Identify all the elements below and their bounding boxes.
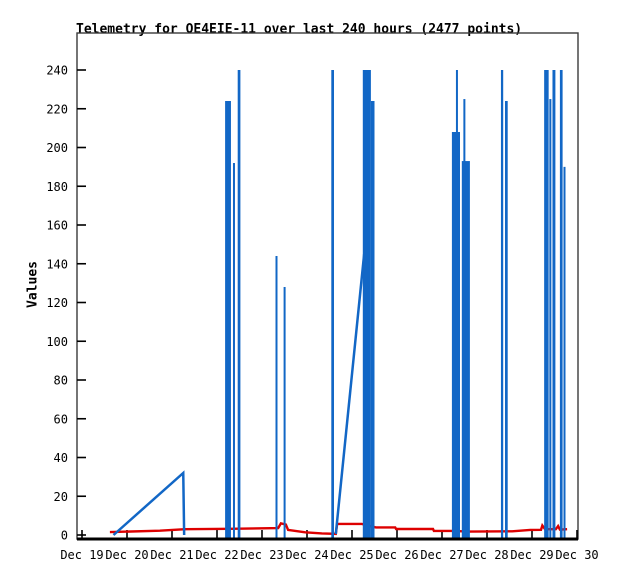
x-tick-label: Dec 30 xyxy=(555,548,598,562)
series-blue-spike xyxy=(232,163,235,538)
series-blue-spike xyxy=(552,70,556,538)
y-tick-label: 220 xyxy=(46,102,68,116)
y-tick-label: 120 xyxy=(46,296,68,310)
series-blue-spike xyxy=(237,70,241,538)
y-tick-label: 40 xyxy=(54,451,68,465)
series-blue-spike xyxy=(559,70,563,538)
y-tick-label: 140 xyxy=(46,257,68,271)
series-blue-spike xyxy=(505,101,508,538)
series-blue-spike xyxy=(455,70,458,538)
x-tick-label: Dec 23 xyxy=(240,548,283,562)
x-tick-label: Dec 26 xyxy=(375,548,418,562)
series-blue-spike xyxy=(544,70,549,538)
x-tick-label: Dec 20 xyxy=(105,548,148,562)
series-blue-line xyxy=(334,253,366,535)
series-blue-spike xyxy=(331,70,334,538)
series-blue-spike xyxy=(461,161,470,538)
series-blue-line xyxy=(112,470,186,536)
series-blue-spike xyxy=(549,99,552,538)
y-tick-label: 200 xyxy=(46,141,68,155)
y-tick-label: 60 xyxy=(54,412,68,426)
series-blue-spike xyxy=(463,99,466,538)
series-blue-spike xyxy=(500,70,504,538)
y-tick-label: 0 xyxy=(61,529,68,543)
y-tick-label: 100 xyxy=(46,335,68,349)
x-tick-label: Dec 29 xyxy=(510,548,553,562)
series-red-line xyxy=(109,522,568,536)
series-blue-spike xyxy=(563,166,566,538)
x-tick-label: Dec 24 xyxy=(285,548,328,562)
series-blue-spike xyxy=(362,70,371,538)
y-tick-label: 180 xyxy=(46,180,68,194)
x-tick-label: Dec 27 xyxy=(420,548,463,562)
series-blue-spike xyxy=(283,287,286,538)
x-tick-label: Dec 19 xyxy=(60,548,103,562)
y-tick-label: 160 xyxy=(46,219,68,233)
y-tick-label: 240 xyxy=(46,64,68,78)
y-tick-label: 20 xyxy=(54,490,68,504)
x-tick-label: Dec 21 xyxy=(150,548,193,562)
series-blue-spike xyxy=(275,256,278,538)
x-tick-label: Dec 25 xyxy=(330,548,373,562)
y-tick-label: 80 xyxy=(54,374,68,388)
series-blue-spike xyxy=(370,101,375,538)
x-tick-label: Dec 28 xyxy=(465,548,508,562)
x-tick-label: Dec 22 xyxy=(195,548,238,562)
series-blue-spike xyxy=(225,101,231,538)
